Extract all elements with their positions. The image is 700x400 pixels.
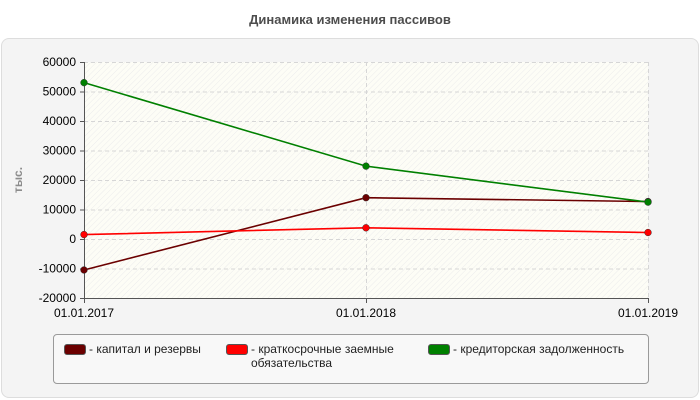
data-point — [362, 162, 370, 170]
data-point — [362, 194, 370, 202]
legend-swatch — [428, 344, 450, 355]
y-tick-label: 10000 — [43, 203, 77, 217]
legend-label: - капитал и резервы — [89, 342, 201, 356]
y-tick-label: 20000 — [43, 173, 77, 187]
legend-swatch — [226, 344, 248, 355]
y-tick-label: 50000 — [43, 85, 77, 99]
data-point — [80, 266, 88, 274]
y-tick-label: -10000 — [39, 262, 77, 276]
y-tick-label: 30000 — [43, 144, 77, 158]
y-tick-label: -20000 — [39, 291, 77, 305]
x-tick-label: 01.01.2018 — [336, 306, 396, 320]
chart-legend: - капитал и резервы - краткосрочные заемн… — [53, 334, 649, 384]
legend-label: - кредиторская задолженность — [453, 342, 625, 356]
data-point — [362, 224, 370, 232]
x-tick-label: 01.01.2017 — [54, 306, 114, 320]
y-axis-label: тыс. — [11, 167, 25, 193]
data-point — [80, 230, 88, 239]
data-point — [644, 198, 652, 206]
y-tick-label: 60000 — [43, 55, 77, 69]
x-tick-label: 01.01.2019 — [618, 306, 678, 320]
legend-label: - краткосрочные заемные обязательства — [251, 342, 394, 370]
y-tick-label: 0 — [69, 232, 76, 246]
chart-title: Динамика изменения пассивов — [249, 12, 451, 27]
data-point — [80, 79, 88, 87]
y-tick-label: 40000 — [43, 114, 77, 128]
legend-swatch — [64, 344, 86, 355]
data-point — [644, 228, 652, 237]
